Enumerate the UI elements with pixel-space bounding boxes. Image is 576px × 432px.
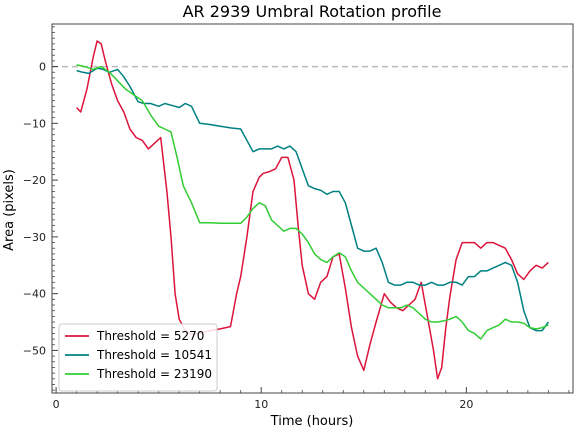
y-tick-label: −30 (23, 231, 46, 244)
y-tick-label: −40 (23, 288, 46, 301)
series-line-1 (76, 40, 549, 380)
legend-label: Threshold = 23190 (96, 367, 212, 381)
x-tick-label: 0 (53, 398, 60, 411)
y-tick-label: −10 (23, 117, 46, 130)
chart-title: AR 2939 Umbral Rotation profile (183, 2, 442, 21)
x-axis-label: Time (hours) (270, 414, 354, 429)
y-tick-label: −20 (23, 174, 46, 187)
axes-layer: 0 10 20 0 −10 −20 −30 −40 −50 (23, 23, 574, 411)
series-line-3 (76, 64, 549, 340)
legend-label: Threshold = 5270 (96, 329, 204, 343)
series-line-2 (76, 67, 550, 332)
legend-box (58, 323, 218, 392)
x-tick-label: 10 (254, 398, 268, 411)
y-tick-label: 0 (39, 61, 46, 74)
x-tick-label: 20 (459, 398, 473, 411)
y-tick-label: −50 (23, 344, 46, 357)
legend-label: Threshold = 10541 (96, 348, 212, 362)
series-layer (76, 40, 550, 380)
y-axis-label: Area (pixels) (2, 169, 17, 251)
legend: Threshold = 5270 Threshold = 10541 Thresho… (58, 323, 218, 392)
